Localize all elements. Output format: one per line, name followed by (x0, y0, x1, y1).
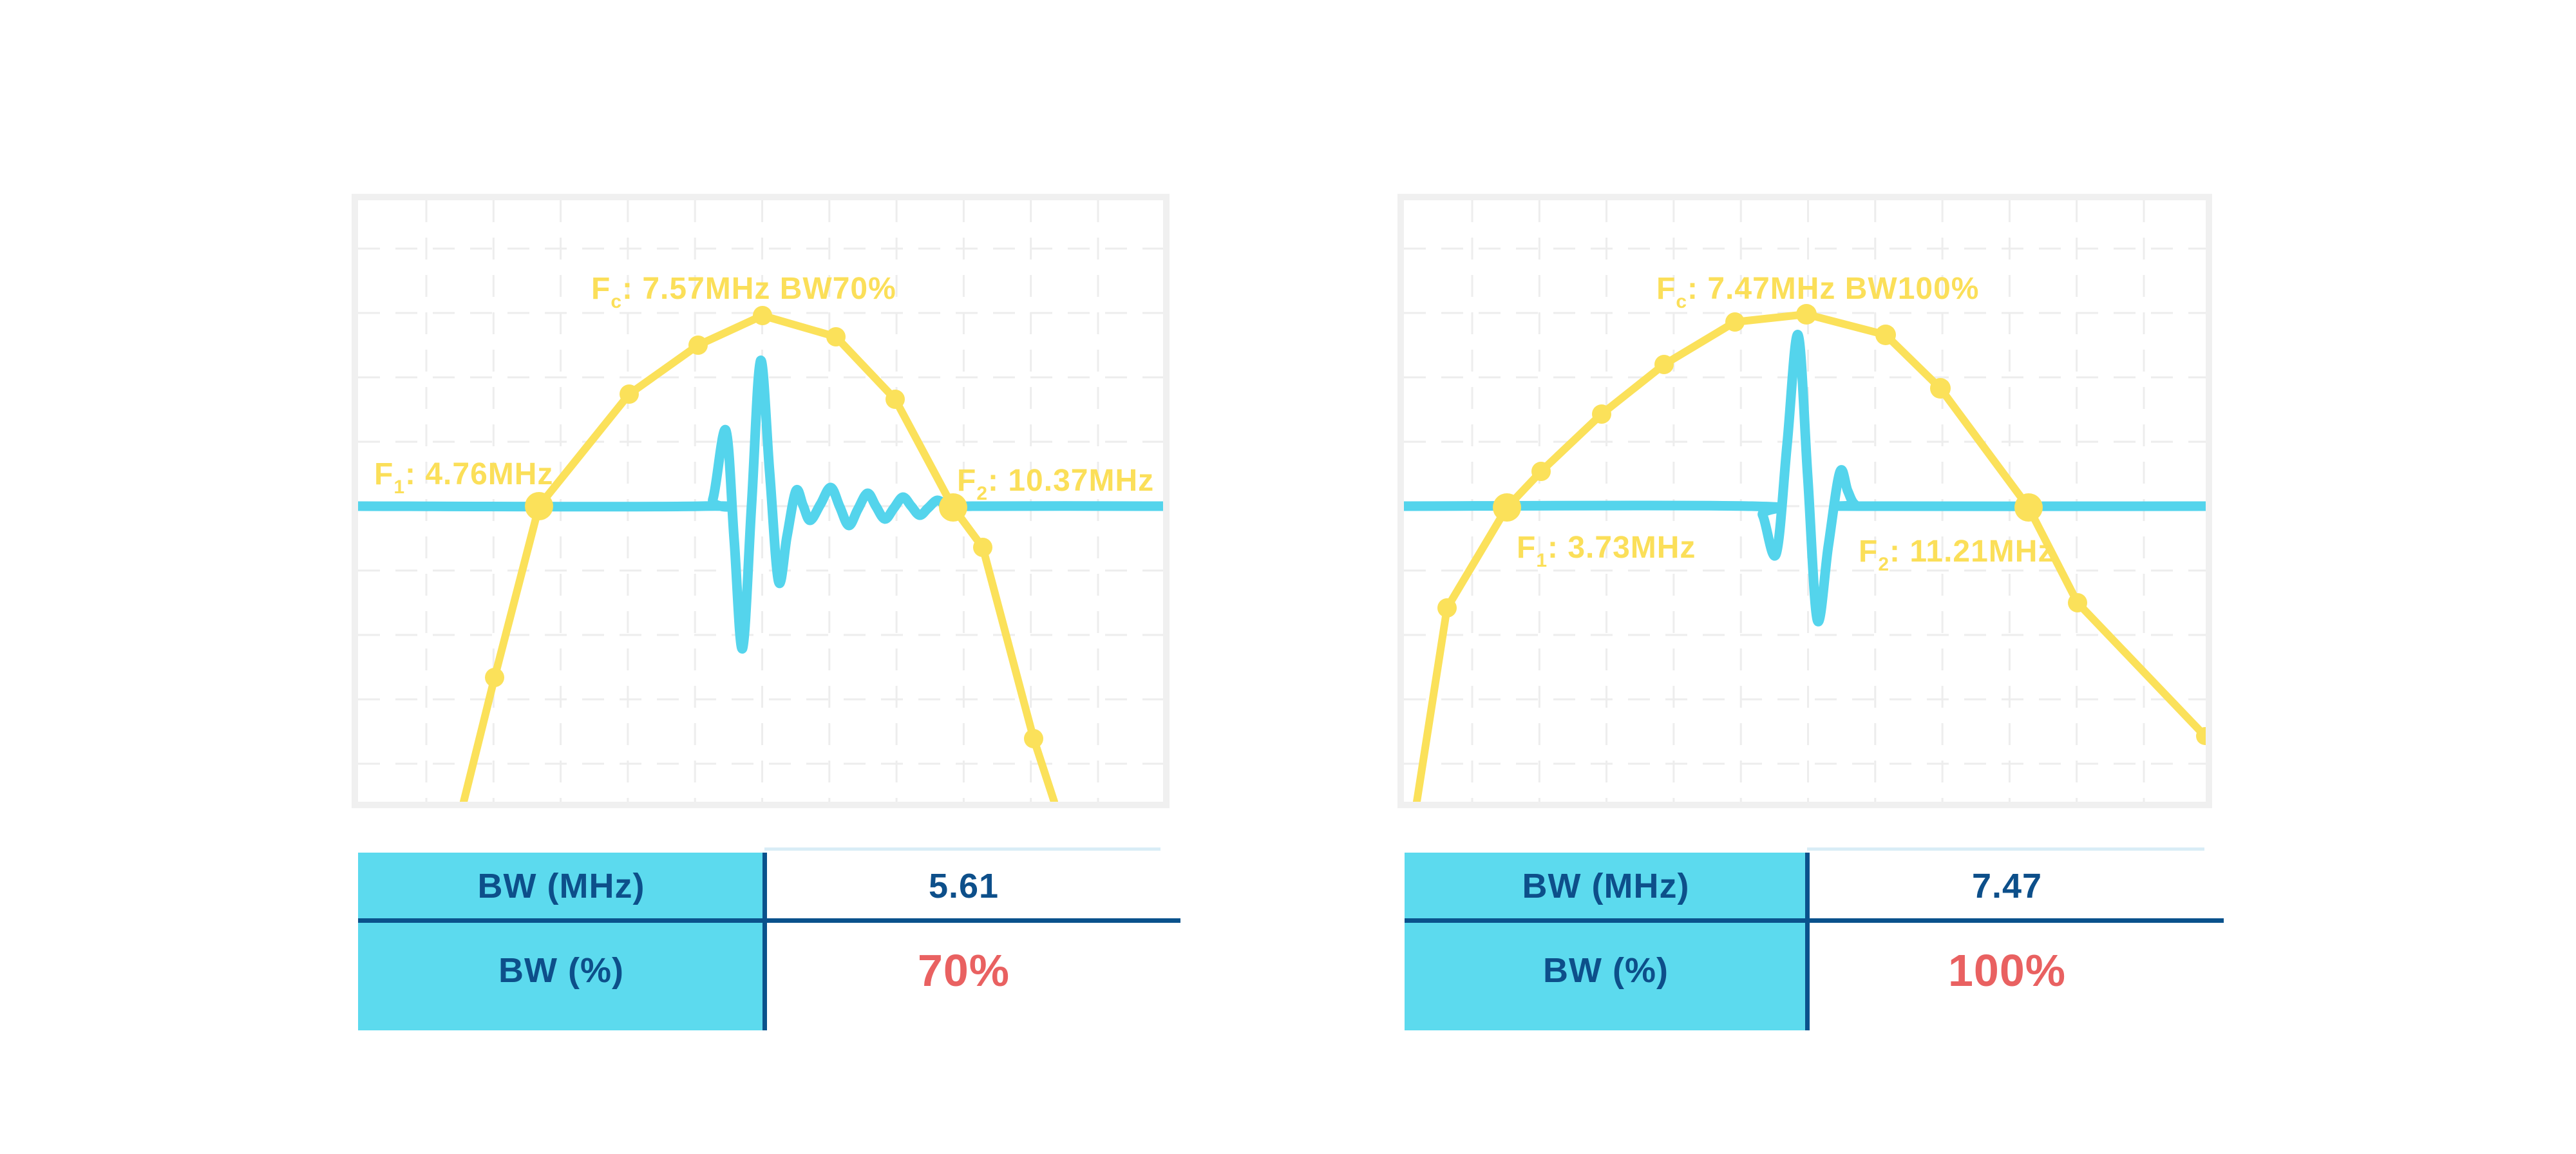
f1-annotation: F1: 3.73MHz (1517, 530, 1696, 572)
bw-mhz-label-cell: BW (MHz) (477, 867, 645, 905)
f2-subscript: 2 (976, 483, 989, 504)
fc-subscript: c (1676, 291, 1688, 312)
bandwidth-chart-70pct: Fc: 7.57MHz BW70% F1: 4.76MHz F2: 10.37M… (352, 194, 1170, 808)
fc-subscript: c (611, 291, 623, 312)
spectrum-pulse-plot (358, 200, 1163, 802)
table-row-divider (358, 918, 1180, 923)
f1-value: : 3.73MHz (1548, 531, 1696, 565)
table-header-background (1405, 853, 1807, 1030)
table-header-background (358, 853, 764, 1030)
table-column-divider (1805, 853, 1810, 1030)
f2-annotation: F2: 11.21MHz (1859, 534, 2054, 576)
f2-value: : 10.37MHz (988, 464, 1155, 498)
bw-pct-label-cell: BW (%) (498, 951, 624, 990)
bw-pct-value-cell: 70% (917, 945, 1010, 996)
f1-subscript: 1 (1536, 550, 1548, 571)
f2-subscript: 2 (1878, 554, 1890, 575)
bw-mhz-value-cell: 7.47 (1971, 867, 2043, 905)
f2-annotation: F2: 10.37MHz (957, 463, 1154, 505)
f2-value: : 11.21MHz (1889, 534, 2054, 569)
table-top-rule (1807, 847, 2204, 851)
fc-annotation: Fc: 7.57MHz BW70% (591, 271, 896, 313)
fc-annotation: Fc: 7.47MHz BW100% (1656, 271, 1979, 313)
bw-summary-table: BW (MHz) 7.47 BW (%) 100% (1405, 847, 2224, 1030)
fc-symbol: F (591, 272, 611, 306)
f1-symbol: F (374, 457, 394, 491)
bw-pct-value-cell: 100% (1947, 945, 2067, 996)
bw-pct-label-cell: BW (%) (1543, 951, 1669, 990)
f1-annotation: F1: 4.76MHz (374, 457, 553, 498)
f1-symbol: F (1517, 531, 1537, 565)
fc-value: : 7.47MHz BW100% (1687, 272, 1980, 306)
fc-symbol: F (1656, 272, 1676, 306)
table-top-rule (764, 847, 1160, 851)
f2-symbol: F (1859, 534, 1879, 569)
table-column-divider (762, 853, 767, 1030)
bw-mhz-value-cell: 5.61 (928, 867, 999, 905)
fc-value: : 7.57MHz BW70% (622, 272, 896, 306)
spectrum-pulse-plot (1404, 200, 2206, 802)
bw-mhz-label-cell: BW (MHz) (1522, 867, 1690, 905)
bw-summary-table: BW (MHz) 5.61 BW (%) 70% (358, 847, 1180, 1030)
bandwidth-chart-100pct: Fc: 7.47MHz BW100% F1: 3.73MHz F2: 11.21… (1397, 194, 2212, 808)
f1-subscript: 1 (393, 477, 406, 498)
f1-value: : 4.76MHz (405, 457, 554, 491)
f2-symbol: F (957, 464, 977, 498)
table-row-divider (1405, 918, 2224, 923)
